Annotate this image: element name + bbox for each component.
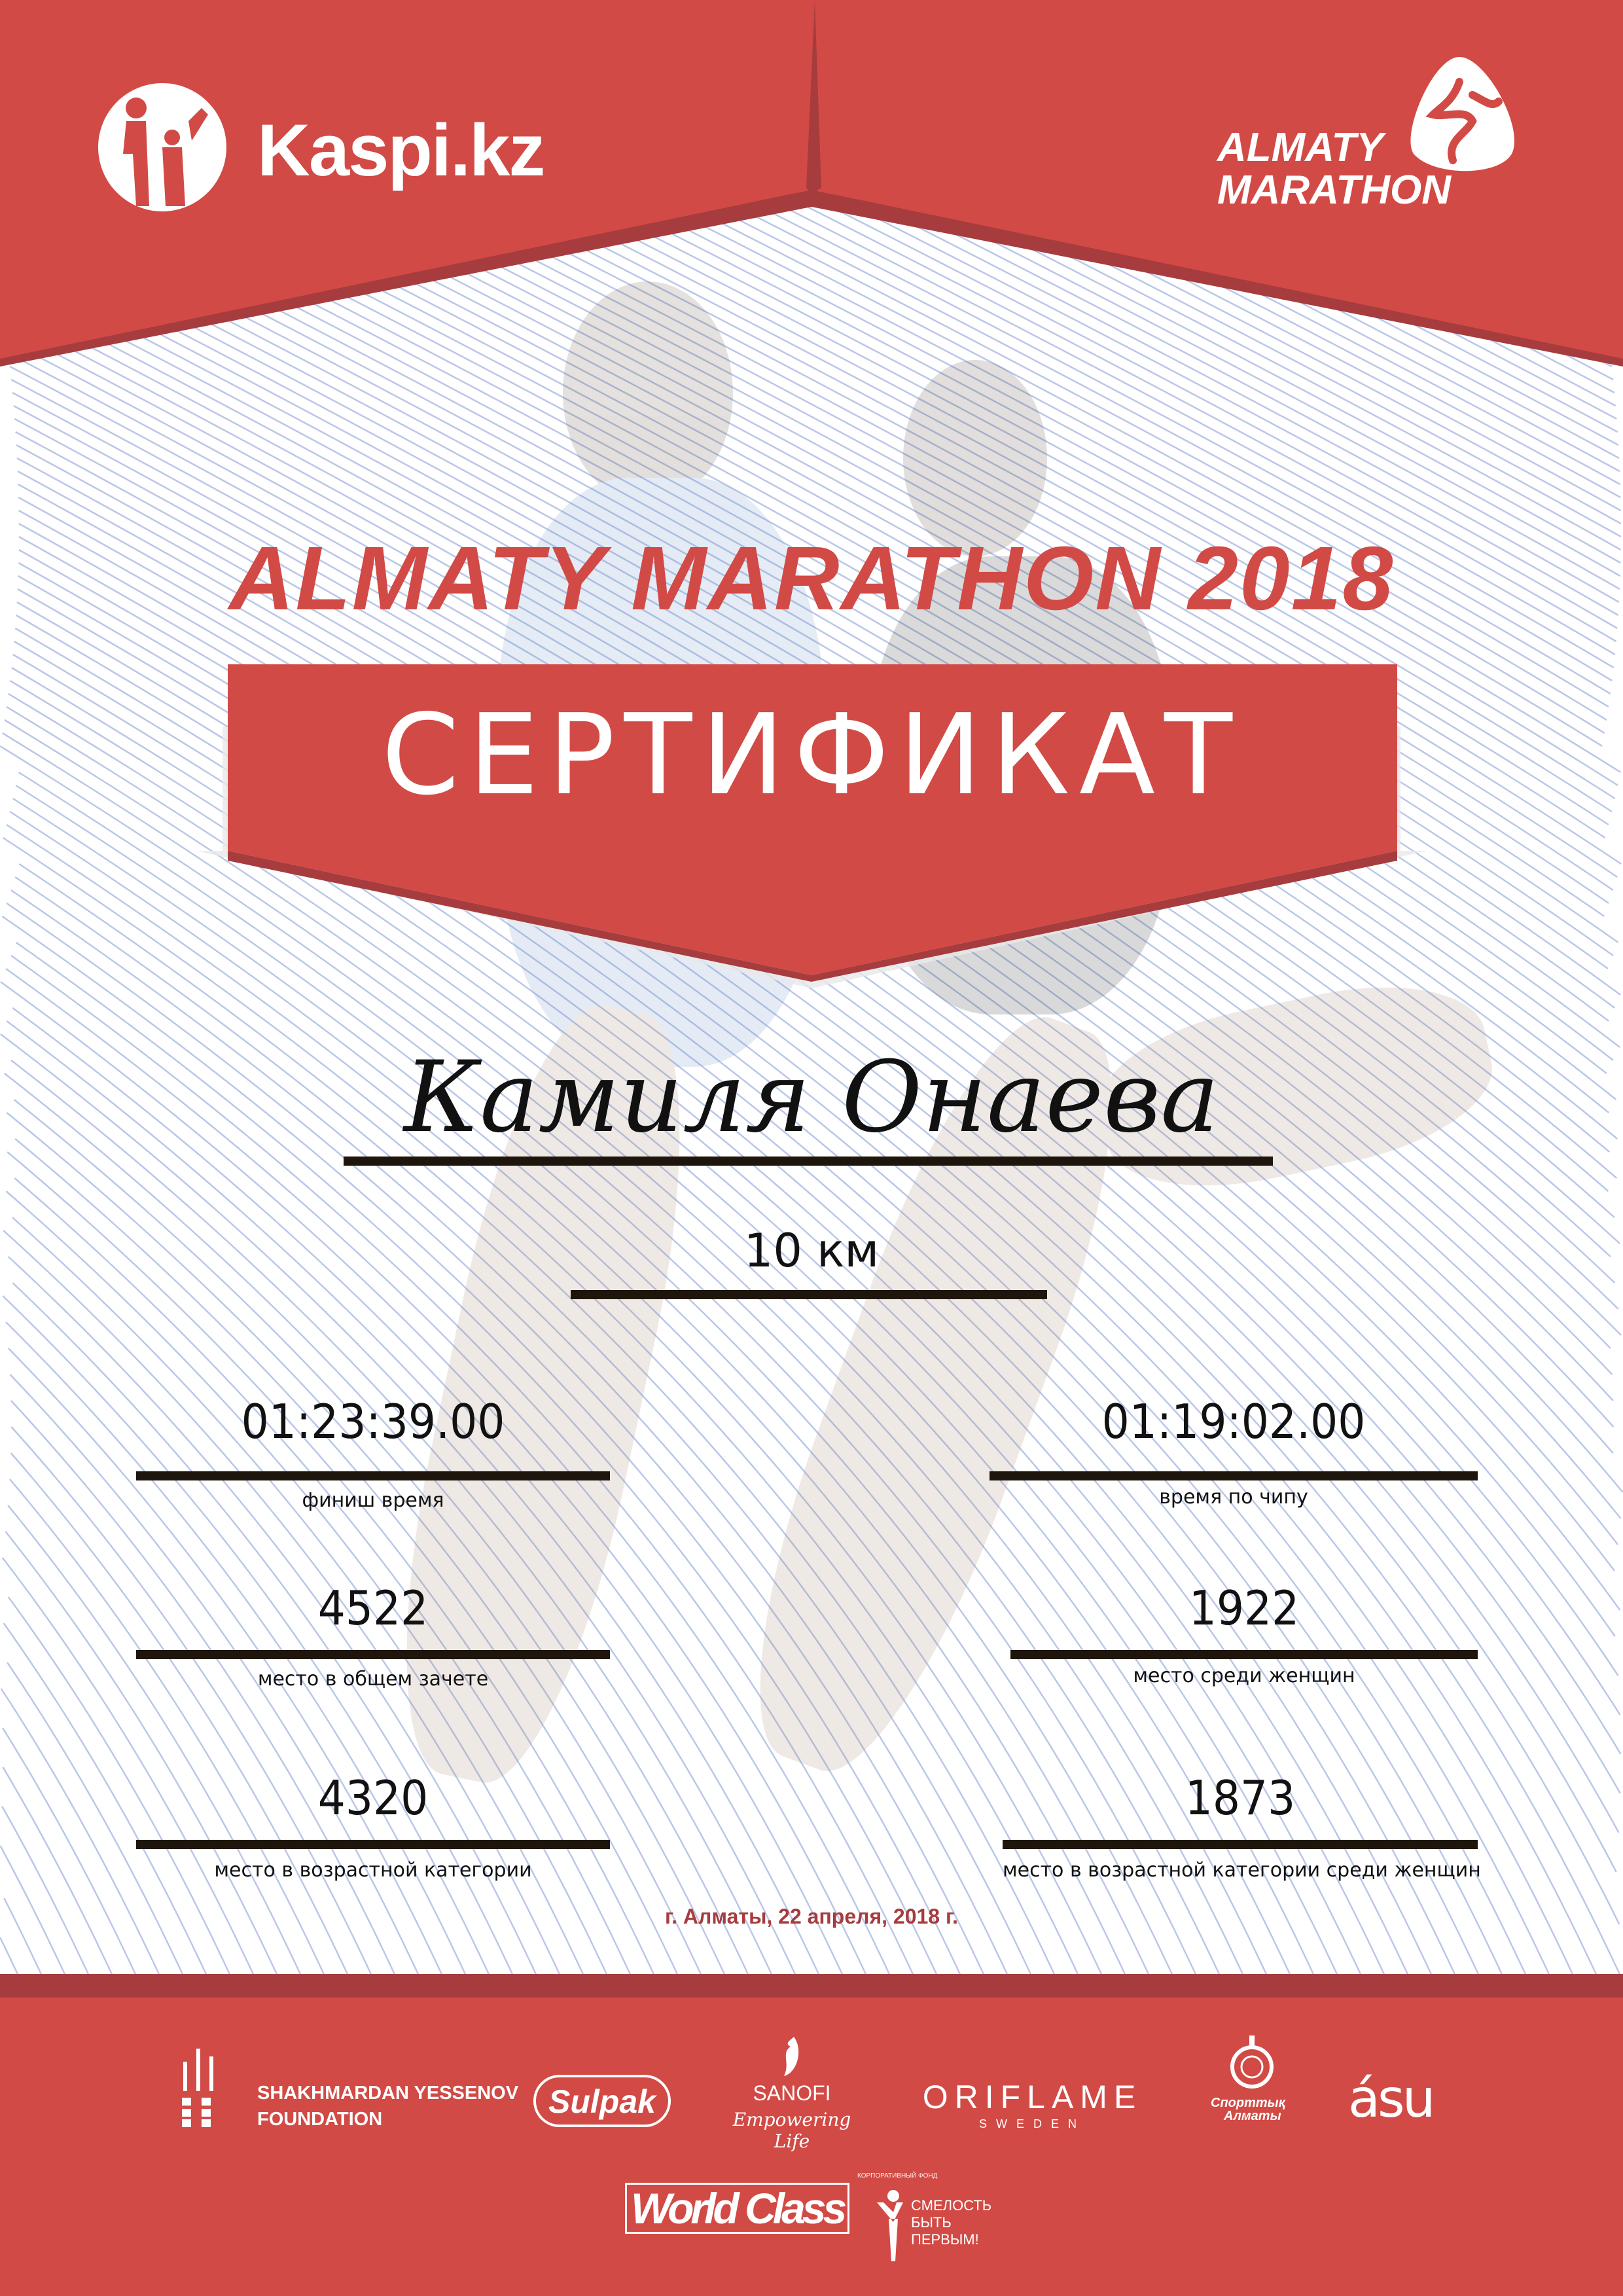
- background-wave-line: [10, 378, 1619, 1545]
- kaspi-wordmark: Kaspi.kz: [257, 109, 545, 191]
- finish-time-value: 01:23:39.00: [241, 1394, 505, 1449]
- chip-time-value: 01:19:02.00: [1101, 1394, 1366, 1449]
- distance-underline: [571, 1290, 1047, 1299]
- finish-time-underline: [136, 1471, 610, 1480]
- sanofi-tagline: Empowering Life: [732, 2109, 851, 2152]
- name-underline: [344, 1157, 1273, 1166]
- header-banner: [0, 0, 1623, 367]
- participant-name: Камиля Онаева: [404, 1041, 1219, 1155]
- background-wave-line: [25, 156, 1617, 1100]
- women-place-underline: [1010, 1650, 1478, 1659]
- footer-band: [0, 1998, 1623, 2296]
- background-wave-line: [1, 156, 1610, 1113]
- almaty-line: ALMATY: [1217, 125, 1383, 170]
- yessenov-name: SHAKHMARDAN YESSENOV: [257, 2083, 519, 2104]
- yessenov-bars-icon: [182, 2049, 213, 2127]
- runner-icon: [1410, 57, 1514, 171]
- event-title: ALMATY MARATHON 2018: [228, 528, 1395, 629]
- date-line: г. Алматы, 22 апреля, 2018 г.: [665, 1905, 958, 1928]
- sanofi-name: SANOFI: [753, 2081, 831, 2105]
- sport-almaty-emblem-icon: [1230, 2036, 1274, 2089]
- women-age-place-value: 1873: [1185, 1770, 1296, 1825]
- overall-place-underline: [136, 1650, 610, 1659]
- background-wave-line: [15, 431, 1619, 1676]
- background-wave-line: [4, 169, 1618, 1139]
- marathon-line: MARATHON: [1217, 168, 1452, 213]
- oriflame-name: ORIFLAME: [922, 2079, 1143, 2115]
- background-wave-line: [13, 404, 1621, 1611]
- corporate-fund-figure-icon: [877, 2190, 903, 2261]
- age-place-value: 4320: [317, 1770, 429, 1825]
- sport-almaty-sub: Алматы: [1224, 2109, 1281, 2123]
- background-wave-line: [12, 391, 1615, 1571]
- age-place-underline: [136, 1840, 610, 1849]
- corporate-fund-arc-text: КОРПОРАТИВНЫЙ ФОНД: [857, 2172, 938, 2179]
- yessenov-sub: FOUNDATION: [257, 2109, 383, 2130]
- background-wave-line: [14, 418, 1616, 1637]
- sulpak-name: Sulpak: [548, 2083, 656, 2120]
- corporate-fund-line2: БЫТЬ: [911, 2214, 952, 2231]
- sponsor-sulpak: Sulpak: [533, 2075, 671, 2127]
- corporate-fund-line1: СМЕЛОСТЬ: [911, 2197, 992, 2214]
- chip-time-underline: [990, 1471, 1478, 1480]
- chip-time-label: время по чипу: [1159, 1486, 1308, 1509]
- kaspi-family-icon: [98, 83, 226, 211]
- overall-place-label: место в общем зачете: [257, 1668, 489, 1691]
- certificate-label: СЕРТИФИКАТ: [382, 691, 1241, 820]
- sport-almaty-name: Спорттық: [1211, 2096, 1285, 2110]
- sanofi-bird-icon: [784, 2037, 799, 2076]
- sponsor-oriflame: ORIFLAME SWEDEN: [919, 2078, 1145, 2131]
- finish-time-label: финиш время: [302, 1489, 444, 1512]
- sponsor-asu: ásu: [1348, 2068, 1435, 2129]
- oriflame-sub: SWEDEN: [978, 2117, 1086, 2130]
- women-place-label: место среди женщин: [1133, 1664, 1355, 1687]
- overall-place-value: 4522: [317, 1581, 429, 1636]
- age-place-label: место в возрастной категории: [214, 1859, 532, 1882]
- background-wave-line: [16, 444, 1621, 1715]
- footer-band-dark: [0, 1974, 1623, 1998]
- sponsor-world-class: World Class: [625, 2183, 850, 2234]
- women-age-place-label: место в возрастной категории среди женщи…: [1003, 1859, 1481, 1882]
- distance: 10 км: [743, 1224, 880, 1278]
- certificate-banner: [196, 664, 1427, 988]
- women-place-value: 1922: [1188, 1581, 1300, 1636]
- women-age-place-underline: [1003, 1840, 1478, 1849]
- corporate-fund-line3: ПЕРВЫМ!: [911, 2231, 979, 2248]
